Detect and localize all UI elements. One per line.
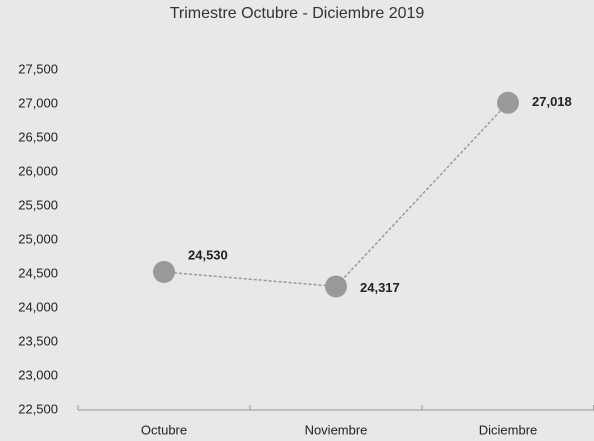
y-tick-label: 26,500: [18, 129, 58, 144]
y-tick-label: 26,000: [18, 163, 58, 178]
y-tick-label: 27,500: [18, 61, 58, 76]
x-tick-label: Diciembre: [479, 422, 538, 437]
data-label: 24,317: [360, 280, 400, 295]
y-tick-label: 25,500: [18, 197, 58, 212]
x-tick-label: Noviembre: [305, 422, 368, 437]
y-tick-label: 23,500: [18, 333, 58, 348]
y-tick-label: 24,000: [18, 299, 58, 314]
y-tick-label: 23,000: [18, 367, 58, 382]
point: [497, 91, 519, 114]
point: [153, 260, 175, 283]
data-label: 27,018: [532, 94, 572, 109]
y-tick-label: 24,500: [18, 265, 58, 280]
y-tick-label: 22,500: [18, 401, 58, 416]
x-tick-label: Octubre: [141, 422, 187, 437]
y-tick-label: 27,000: [18, 95, 58, 110]
y-tick-label: 25,000: [18, 231, 58, 246]
point: [325, 275, 347, 298]
chart-title: Trimestre Octubre - Diciembre 2019: [170, 5, 425, 22]
data-label: 24,530: [188, 247, 228, 262]
